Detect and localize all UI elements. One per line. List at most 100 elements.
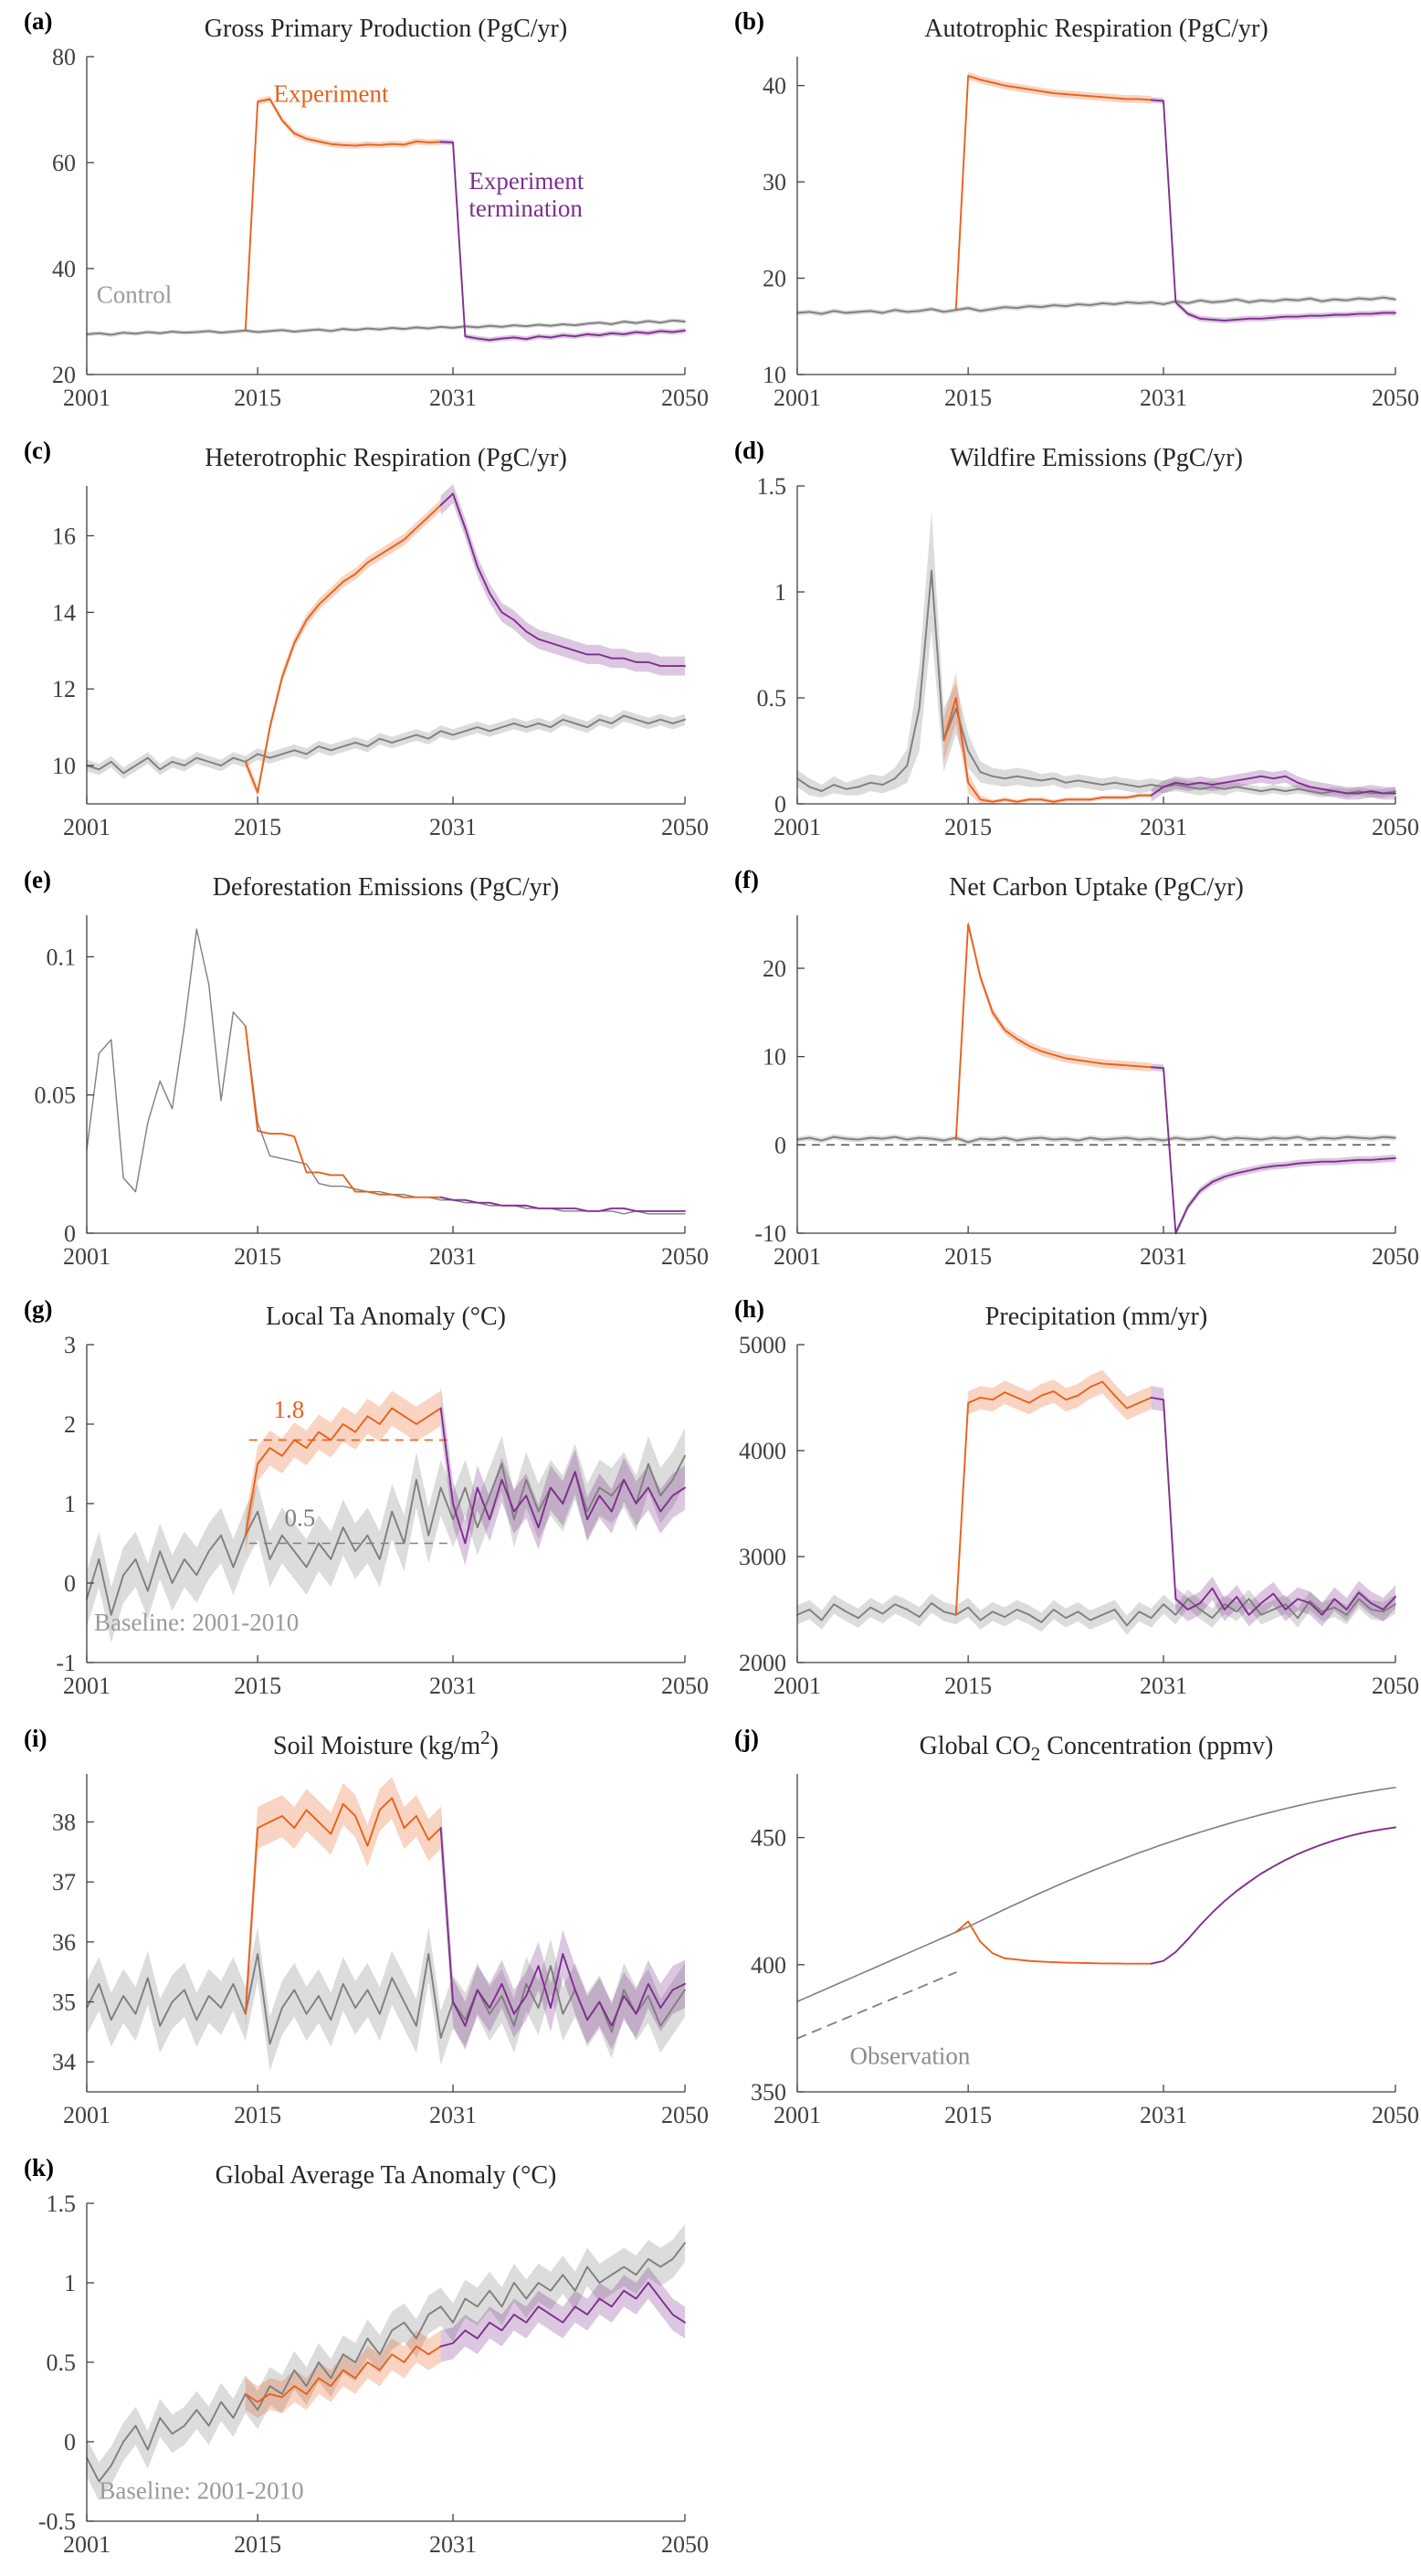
y-tick-label: 2000	[739, 1650, 786, 1676]
x-tick-label: 2001	[63, 2102, 111, 2128]
panel-j: 2001 2015 2031 2050 350 400 450 (j) Global CO2 C…	[710, 1717, 1421, 2147]
y-tick-label: 4000	[739, 1438, 786, 1464]
x-tick-label: 2050	[1372, 1243, 1419, 1270]
chart-i: 2001 2015 2031 2050 34 35 36 37 38 (i) Soil Moistu…	[24, 1725, 709, 2128]
y-tick-label: 350	[751, 2079, 786, 2106]
panel-label: (b)	[734, 7, 764, 35]
chart-title: Heterotrophic Respiration (PgC/yr)	[205, 444, 567, 472]
x-tick-label: 2050	[661, 814, 709, 840]
control-band	[87, 2223, 685, 2501]
x-tick-label: 2050	[1372, 2102, 1419, 2128]
control-line	[796, 569, 1396, 795]
y-tick-label: 40	[52, 256, 76, 282]
panel-label: (j)	[734, 1725, 759, 1752]
y-tick-label: 30	[763, 169, 786, 195]
y-tick-label: 1.5	[47, 2191, 77, 2217]
x-tick-label: 2031	[1140, 2102, 1187, 2128]
experiment-line	[244, 1407, 442, 1536]
panel-label: (a)	[24, 7, 52, 35]
control-band	[797, 511, 1395, 798]
chart-d: 2001 2015 2031 2050 0 0.5 1 1.5 (d) Wildfire Emis…	[734, 437, 1419, 840]
annotation: Baseline: 2001-2010	[94, 1609, 299, 1636]
experiment-band	[245, 2330, 441, 2418]
chart-a: 2001 2015 2031 2050 20 40 60 80(a) Gross Primary…	[24, 7, 709, 411]
y-tick-label: -10	[754, 1220, 786, 1247]
experiment-band	[245, 1390, 441, 1553]
y-tick-label: 1	[64, 1491, 76, 1517]
experiment-line	[244, 2345, 442, 2403]
x-tick-label: 2001	[63, 2531, 111, 2558]
x-tick-label: 2015	[234, 2102, 281, 2128]
y-tick-label: 1	[64, 2270, 76, 2296]
experiment-termination-line	[439, 492, 686, 668]
x-tick-label: 2015	[234, 2531, 281, 2558]
annotation: Experiment termination	[468, 167, 584, 222]
experiment-termination-line	[1150, 775, 1396, 797]
chart-title: Soil Moisture (kg/m2)	[273, 1726, 499, 1760]
y-tick-label: 0.1	[47, 944, 77, 970]
chart-title: Gross Primary Production (PgC/yr)	[205, 15, 567, 43]
chart-g: 2001 2015 2031 2050 -1 0 1 2 3 (g) Local Ta Anomal…	[24, 1295, 709, 1699]
x-tick-label: 2050	[1372, 1673, 1419, 1699]
y-tick-label: 400	[751, 1952, 786, 1979]
x-tick-label: 2001	[63, 1243, 111, 1270]
y-tick-label: 2	[64, 1411, 76, 1438]
x-tick-label: 2031	[429, 2102, 477, 2128]
chart-title: Local Ta Anomaly (°C)	[266, 1303, 506, 1331]
panel-label: (g)	[24, 1295, 52, 1323]
y-tick-label: 1	[774, 579, 786, 606]
experiment-line	[244, 1025, 442, 1198]
x-tick-label: 2015	[944, 814, 992, 840]
panel-label: (h)	[734, 1295, 764, 1323]
x-tick-label: 2015	[944, 2102, 992, 2128]
experiment-termination-line	[1150, 1066, 1396, 1234]
panel-label: (k)	[24, 2154, 54, 2181]
y-tick-label: 37	[52, 1869, 76, 1895]
x-tick-label: 2001	[774, 385, 821, 411]
termination-band	[440, 1386, 685, 1566]
chart-e: 2001 2015 2031 2050 0 0.05 0.1 (e) Deforestation…	[24, 866, 709, 1270]
x-tick-label: 2050	[661, 1673, 709, 1699]
y-tick-label: 40	[763, 73, 786, 100]
experiment-termination-line	[439, 2282, 686, 2348]
x-tick-label: 2015	[234, 814, 281, 840]
chart-title: Net Carbon Uptake (PgC/yr)	[949, 873, 1244, 902]
y-tick-label: 36	[52, 1929, 76, 1956]
panel-label: (d)	[734, 437, 764, 464]
x-tick-label: 2001	[63, 385, 111, 411]
y-tick-label: 3000	[739, 1544, 786, 1570]
control-line	[86, 1454, 686, 1616]
experiment-termination-line	[439, 141, 686, 342]
y-tick-label: 0	[64, 2429, 76, 2455]
control-band	[797, 1589, 1395, 1635]
experiment-band	[955, 1369, 1152, 1627]
x-tick-label: 2015	[234, 1243, 281, 1270]
panel-h: 2001 2015 2031 2050 2000 3000 4000 5000 (h) Preci…	[710, 1288, 1421, 1717]
x-tick-label: 2050	[1372, 385, 1419, 411]
x-tick-label: 2031	[429, 1673, 477, 1699]
y-tick-label: 35	[52, 1990, 76, 2016]
experiment-line	[942, 697, 1153, 803]
control-band	[797, 1134, 1395, 1145]
control-line	[796, 1135, 1396, 1144]
experiment-band	[955, 71, 1152, 313]
chart-title: Precipitation (mm/yr)	[985, 1303, 1207, 1331]
control-line	[86, 2242, 686, 2483]
y-tick-label: 5000	[739, 1332, 786, 1358]
control-line	[86, 928, 686, 1215]
x-tick-label: 2050	[661, 2531, 709, 2558]
annotation: 0.5	[285, 1504, 316, 1531]
x-tick-label: 2031	[1140, 385, 1187, 411]
control-band	[87, 318, 685, 337]
experiment-termination-line	[1150, 99, 1396, 322]
y-tick-label: 20	[763, 266, 786, 292]
chart-b: 2001 2015 2031 2050 10 20 30 40 (b) Autotrophic R…	[734, 7, 1419, 411]
experiment-line	[954, 923, 1153, 1141]
y-tick-label: 450	[751, 1825, 786, 1852]
y-tick-label: 20	[763, 955, 786, 982]
x-tick-label: 2001	[774, 2102, 821, 2128]
control-line	[796, 1786, 1396, 2002]
y-tick-label: 0	[774, 1132, 786, 1158]
annotation: Control	[97, 281, 173, 309]
chart-j: 2001 2015 2031 2050 350 400 450 (j) Global CO2 C…	[734, 1725, 1419, 2128]
